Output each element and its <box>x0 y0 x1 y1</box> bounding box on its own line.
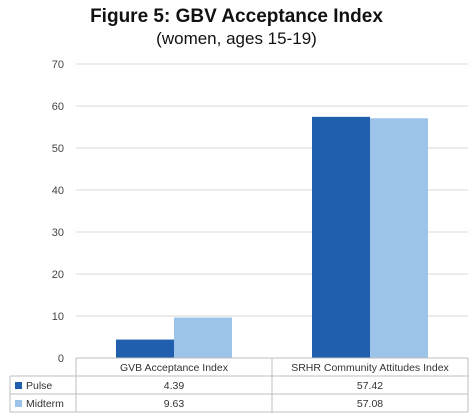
y-tick-label: 10 <box>52 311 64 323</box>
legend-swatch-pulse <box>15 382 22 389</box>
data-label: 9.63 <box>164 398 185 410</box>
legend-swatch-midterm <box>15 400 22 407</box>
data-label: 57.08 <box>357 398 383 410</box>
chart-subtitle: (women, ages 15-19) <box>156 29 317 48</box>
y-tick-label: 70 <box>52 59 64 71</box>
y-tick-label: 30 <box>52 227 64 239</box>
data-label: 4.39 <box>164 380 185 392</box>
x-category-label: GVB Acceptance Index <box>120 362 229 374</box>
legend-label: Pulse <box>26 380 52 392</box>
y-tick-label: 50 <box>52 143 64 155</box>
y-tick-label: 40 <box>52 185 64 197</box>
bar-pulse-2 <box>312 116 370 358</box>
y-tick-label: 0 <box>58 353 64 365</box>
legend-label: Midterm <box>26 398 64 410</box>
bar-pulse-1 <box>116 339 174 358</box>
y-tick-label: 60 <box>52 101 64 113</box>
chart-title: Figure 5: GBV Acceptance Index <box>90 6 383 27</box>
y-tick-label: 20 <box>52 269 64 281</box>
x-category-label: SRHR Community Attitudes Index <box>291 362 449 374</box>
data-label: 57.42 <box>357 380 383 392</box>
bar-midterm-2 <box>370 118 428 358</box>
bar-midterm-1 <box>174 317 232 358</box>
